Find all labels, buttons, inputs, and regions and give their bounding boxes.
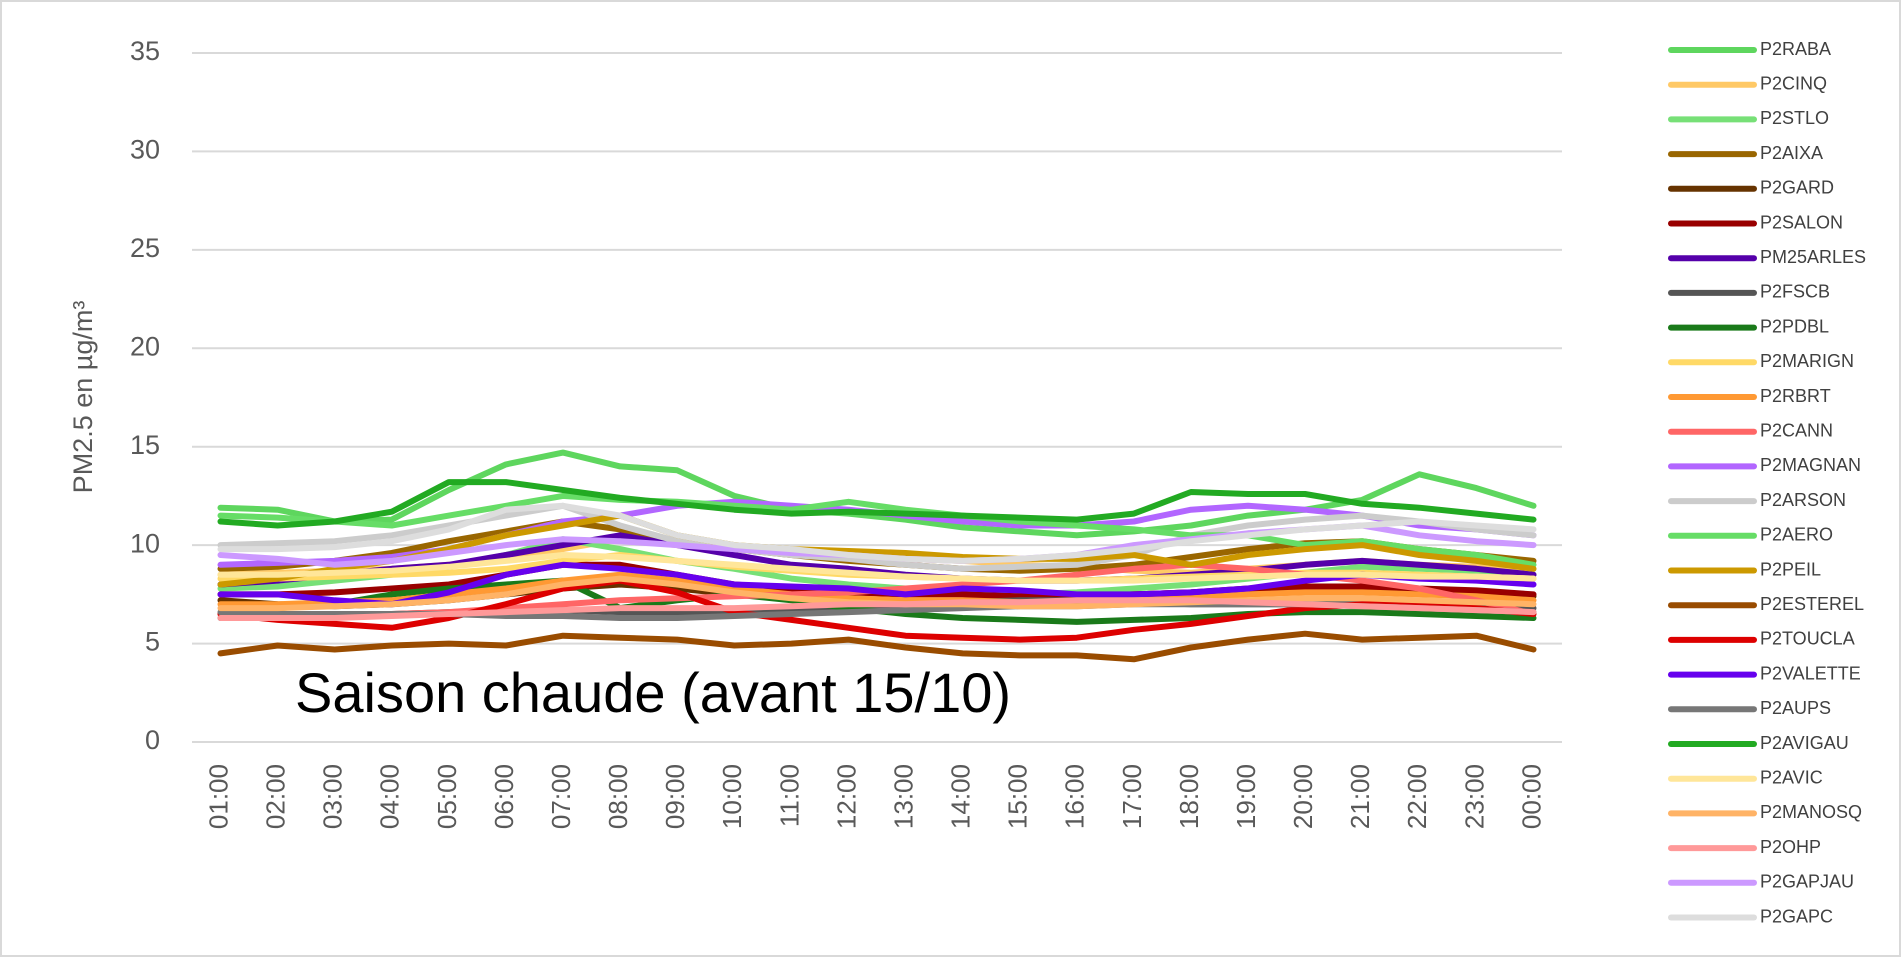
legend-label: P2TOUCLA [1760,629,1855,649]
y-tick-label: 0 [145,725,160,755]
x-tick-label: 17:00 [1117,764,1147,829]
legend-label: P2MARIGN [1760,351,1854,371]
legend-label: P2GAPJAU [1760,872,1854,892]
x-tick-label: 23:00 [1459,764,1489,829]
legend-label: PM25ARLES [1760,247,1866,267]
y-tick-label: 5 [145,627,160,657]
legend-label: P2AVIGAU [1760,733,1849,753]
legend-label: P2AVIC [1760,767,1823,787]
x-tick-label: 07:00 [546,764,576,829]
legend-label: P2RBRT [1760,386,1831,406]
x-tick-label: 13:00 [888,764,918,829]
y-axis-label: PM2.5 en µg/m³ [68,301,98,494]
x-tick-label: 08:00 [603,764,633,829]
legend-label: P2RABA [1760,39,1831,59]
x-tick-label: 10:00 [717,764,747,829]
x-tick-label: 21:00 [1345,764,1375,829]
legend-label: P2CINQ [1760,73,1827,93]
x-tick-label: 03:00 [318,764,348,829]
legend-label: P2AUPS [1760,698,1831,718]
legend-label: P2GARD [1760,178,1834,198]
x-tick-label: 04:00 [375,764,405,829]
legend-label: P2PDBL [1760,316,1829,336]
series-line [217,630,1537,663]
x-tick-label: 09:00 [660,764,690,829]
x-tick-label: 16:00 [1060,764,1090,829]
x-tick-label: 11:00 [774,764,804,827]
y-tick-label: 20 [130,331,160,361]
x-tick-label: 20:00 [1288,764,1318,829]
x-tick-label: 12:00 [831,764,861,829]
x-tick-label: 18:00 [1174,764,1204,829]
legend-label: P2PEIL [1760,559,1821,579]
legend-label: P2MANOSQ [1760,802,1862,822]
legend-label: P2MAGNAN [1760,455,1861,475]
x-tick-label: 02:00 [261,764,291,829]
y-tick-label: 30 [130,135,160,165]
series-line [217,512,1537,588]
y-tick-label: 10 [130,528,160,558]
x-tick-label: 01:00 [203,764,233,829]
legend-label: P2FSCB [1760,282,1830,302]
y-tick-label: 35 [130,36,160,66]
legend-label: P2STLO [1760,108,1829,128]
legend-label: P2ESTEREL [1760,594,1864,614]
series-line [217,597,1537,621]
x-tick-label: 22:00 [1402,764,1432,829]
series-line [217,552,1537,584]
legend-label: P2SALON [1760,212,1843,232]
y-tick-label: 25 [130,233,160,263]
legend-label: P2AERO [1760,525,1833,545]
series-line [217,502,1537,572]
series-line [217,479,1537,529]
x-tick-label: 19:00 [1231,764,1261,829]
legend-label: P2OHP [1760,837,1821,857]
series-line [217,492,1537,568]
x-tick-label: 05:00 [432,764,462,829]
legend-label: P2AIXA [1760,143,1823,163]
x-tick-label: 14:00 [946,764,976,829]
legend-label: P2CANN [1760,420,1833,440]
series-line [217,561,1537,608]
x-tick-label: 00:00 [1516,764,1546,829]
legend-label: P2GAPC [1760,906,1833,926]
x-tick-label: 06:00 [489,764,519,829]
series-line [217,502,1537,564]
x-tick-label: 15:00 [1003,764,1033,829]
annotation: Saison chaude (avant 15/10) [295,661,1011,724]
legend-label: P2VALETTE [1760,663,1861,683]
legend-label: P2ARSON [1760,490,1846,510]
y-tick-label: 15 [130,430,160,460]
